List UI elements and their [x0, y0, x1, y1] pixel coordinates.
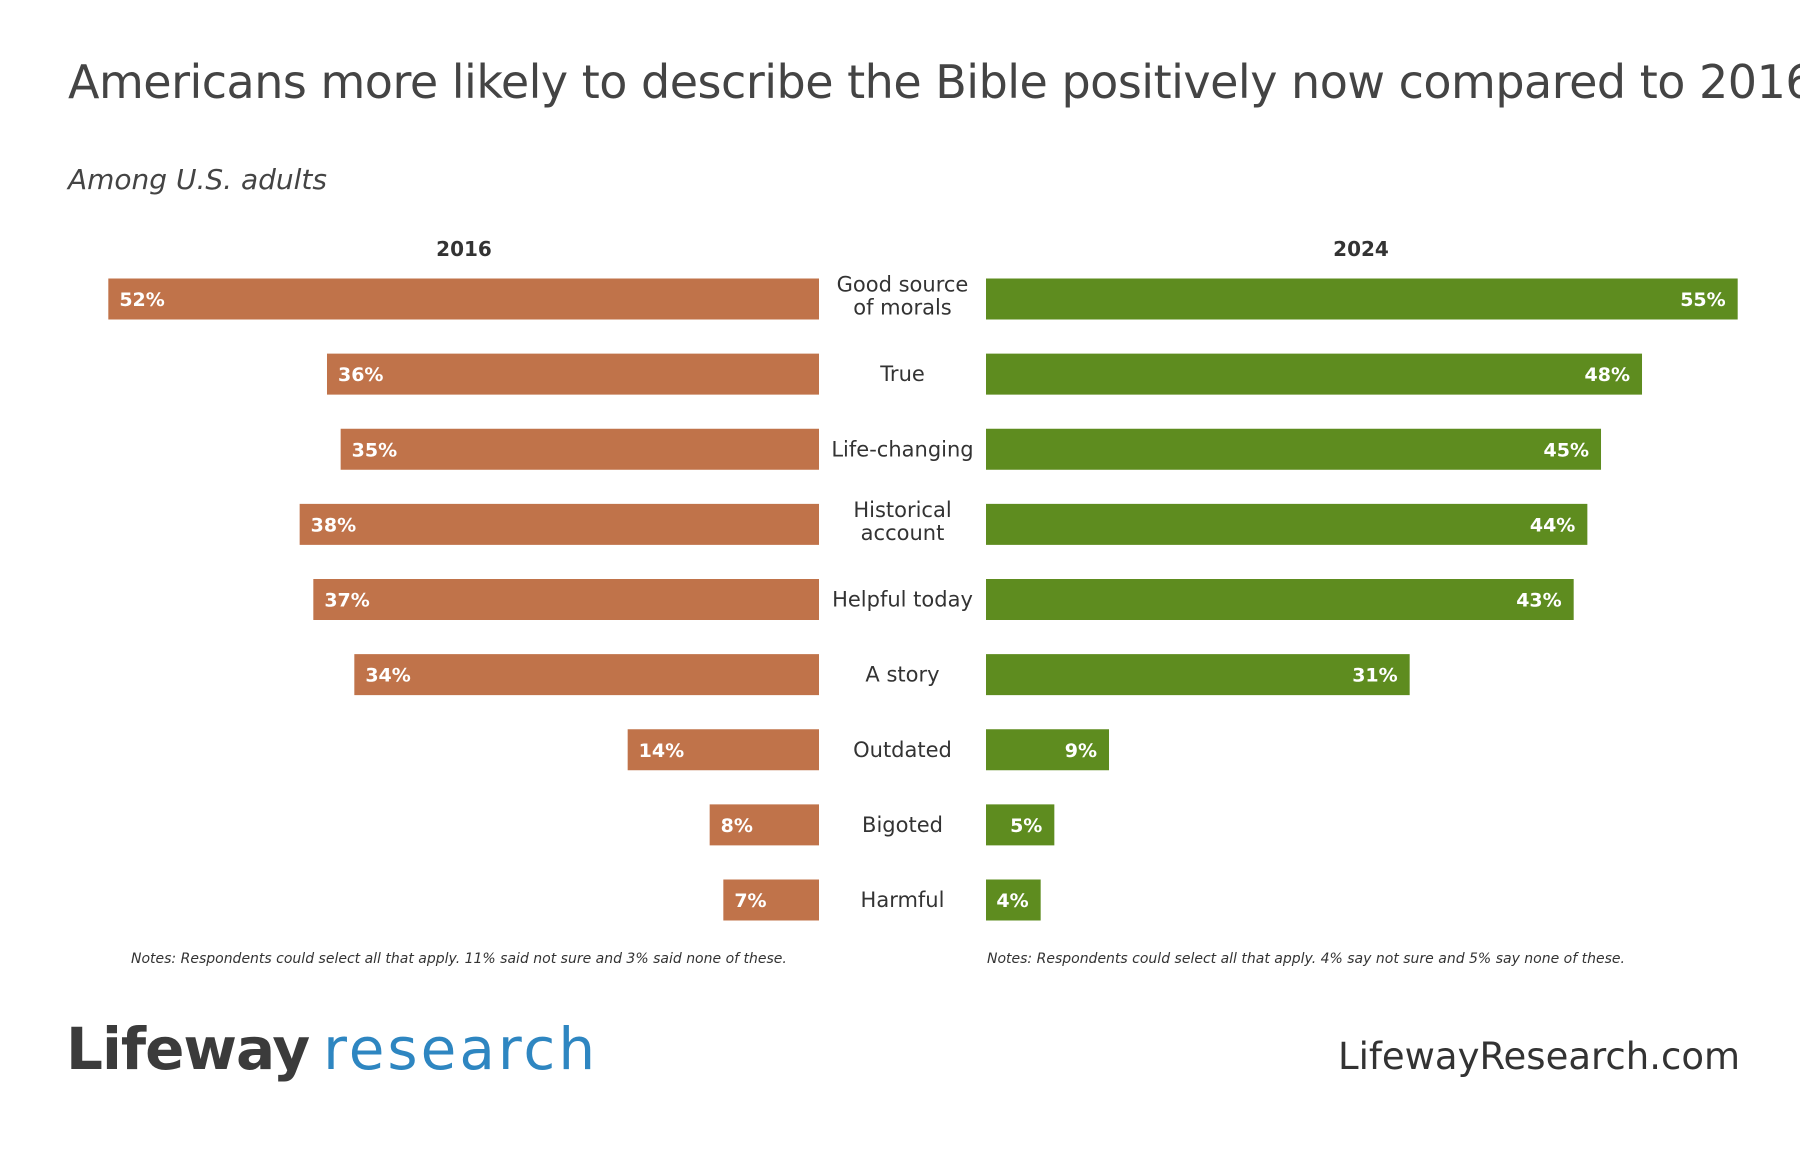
category-label: Outdated	[853, 738, 952, 762]
bar-2016	[340, 428, 819, 470]
bar-2024	[986, 353, 1643, 395]
bar-2016	[108, 278, 820, 320]
bar-2016	[313, 579, 819, 620]
category-label-line: Historical	[853, 498, 951, 522]
category-label: Life-changing	[831, 437, 973, 461]
value-label-2024: 45%	[1544, 439, 1589, 461]
bar-2016	[299, 503, 819, 545]
bar-2016	[627, 729, 819, 771]
value-label-2024: 31%	[1352, 665, 1397, 687]
category-label-line: account	[861, 521, 945, 545]
bar-2016	[326, 353, 819, 395]
bar-2024	[986, 579, 1574, 620]
logo-word: Lifeway	[66, 1015, 310, 1083]
bar-2016	[709, 804, 819, 846]
category-label-line: Life-changing	[831, 437, 973, 461]
year-header-2016: 2016	[436, 237, 492, 261]
chart-title: Americans more likely to describe the Bi…	[68, 55, 1800, 109]
bar-2024	[986, 729, 1110, 771]
value-label-2024: 4%	[996, 890, 1028, 912]
value-label-2024: 55%	[1680, 289, 1725, 311]
value-label-2016: 34%	[365, 665, 410, 687]
category-label-line: Bigoted	[862, 813, 943, 837]
chart-subtitle: Among U.S. adults	[68, 163, 327, 196]
category-label-line: Harmful	[861, 888, 945, 912]
category-label-line: Outdated	[853, 738, 952, 762]
year-header-2024: 2024	[1333, 237, 1389, 261]
bar-2016	[354, 654, 819, 696]
value-label-2024: 5%	[1010, 815, 1042, 837]
bar-2024	[986, 278, 1738, 320]
website-url: LifewayResearch.com	[1337, 1035, 1740, 1078]
category-label: Bigoted	[862, 813, 943, 837]
logo-accent: research	[323, 1015, 599, 1083]
category-label: Historical account	[853, 498, 951, 545]
category-label: A story	[865, 663, 939, 687]
note-2016: Notes: Respondents could select all that…	[131, 951, 787, 967]
bar-2024	[986, 503, 1588, 545]
category-label: True	[879, 362, 925, 386]
category-label-line: Helpful today	[832, 588, 973, 612]
bar-2024	[986, 804, 1055, 846]
category-label: Helpful today	[832, 588, 973, 612]
value-label-2016: 38%	[311, 514, 356, 536]
value-label-2024: 9%	[1065, 740, 1097, 762]
category-label-line: True	[879, 362, 925, 386]
note-2024: Notes: Respondents could select all that…	[987, 951, 1625, 967]
bar-2016	[723, 879, 819, 921]
value-label-2016: 37%	[324, 590, 369, 612]
category-label-line: of morals	[853, 296, 952, 320]
value-label-2024: 44%	[1530, 514, 1575, 536]
value-label-2016: 35%	[352, 439, 397, 461]
lifeway-research-logo: Lifeway research	[66, 1020, 598, 1078]
bar-2024	[986, 428, 1602, 470]
bar-2024	[986, 654, 1410, 696]
bar-2024	[986, 879, 1041, 921]
value-label-2016: 52%	[119, 289, 164, 311]
category-label-line: Good source	[837, 273, 969, 297]
value-label-2016: 8%	[721, 815, 753, 837]
category-label-line: A story	[865, 663, 939, 687]
value-label-2024: 48%	[1585, 364, 1630, 386]
value-label-2024: 43%	[1516, 590, 1561, 612]
value-label-2016: 14%	[639, 740, 684, 762]
value-label-2016: 36%	[338, 364, 383, 386]
category-label: Good source of morals	[837, 273, 969, 320]
value-label-2016: 7%	[734, 890, 766, 912]
category-label: Harmful	[861, 888, 945, 912]
